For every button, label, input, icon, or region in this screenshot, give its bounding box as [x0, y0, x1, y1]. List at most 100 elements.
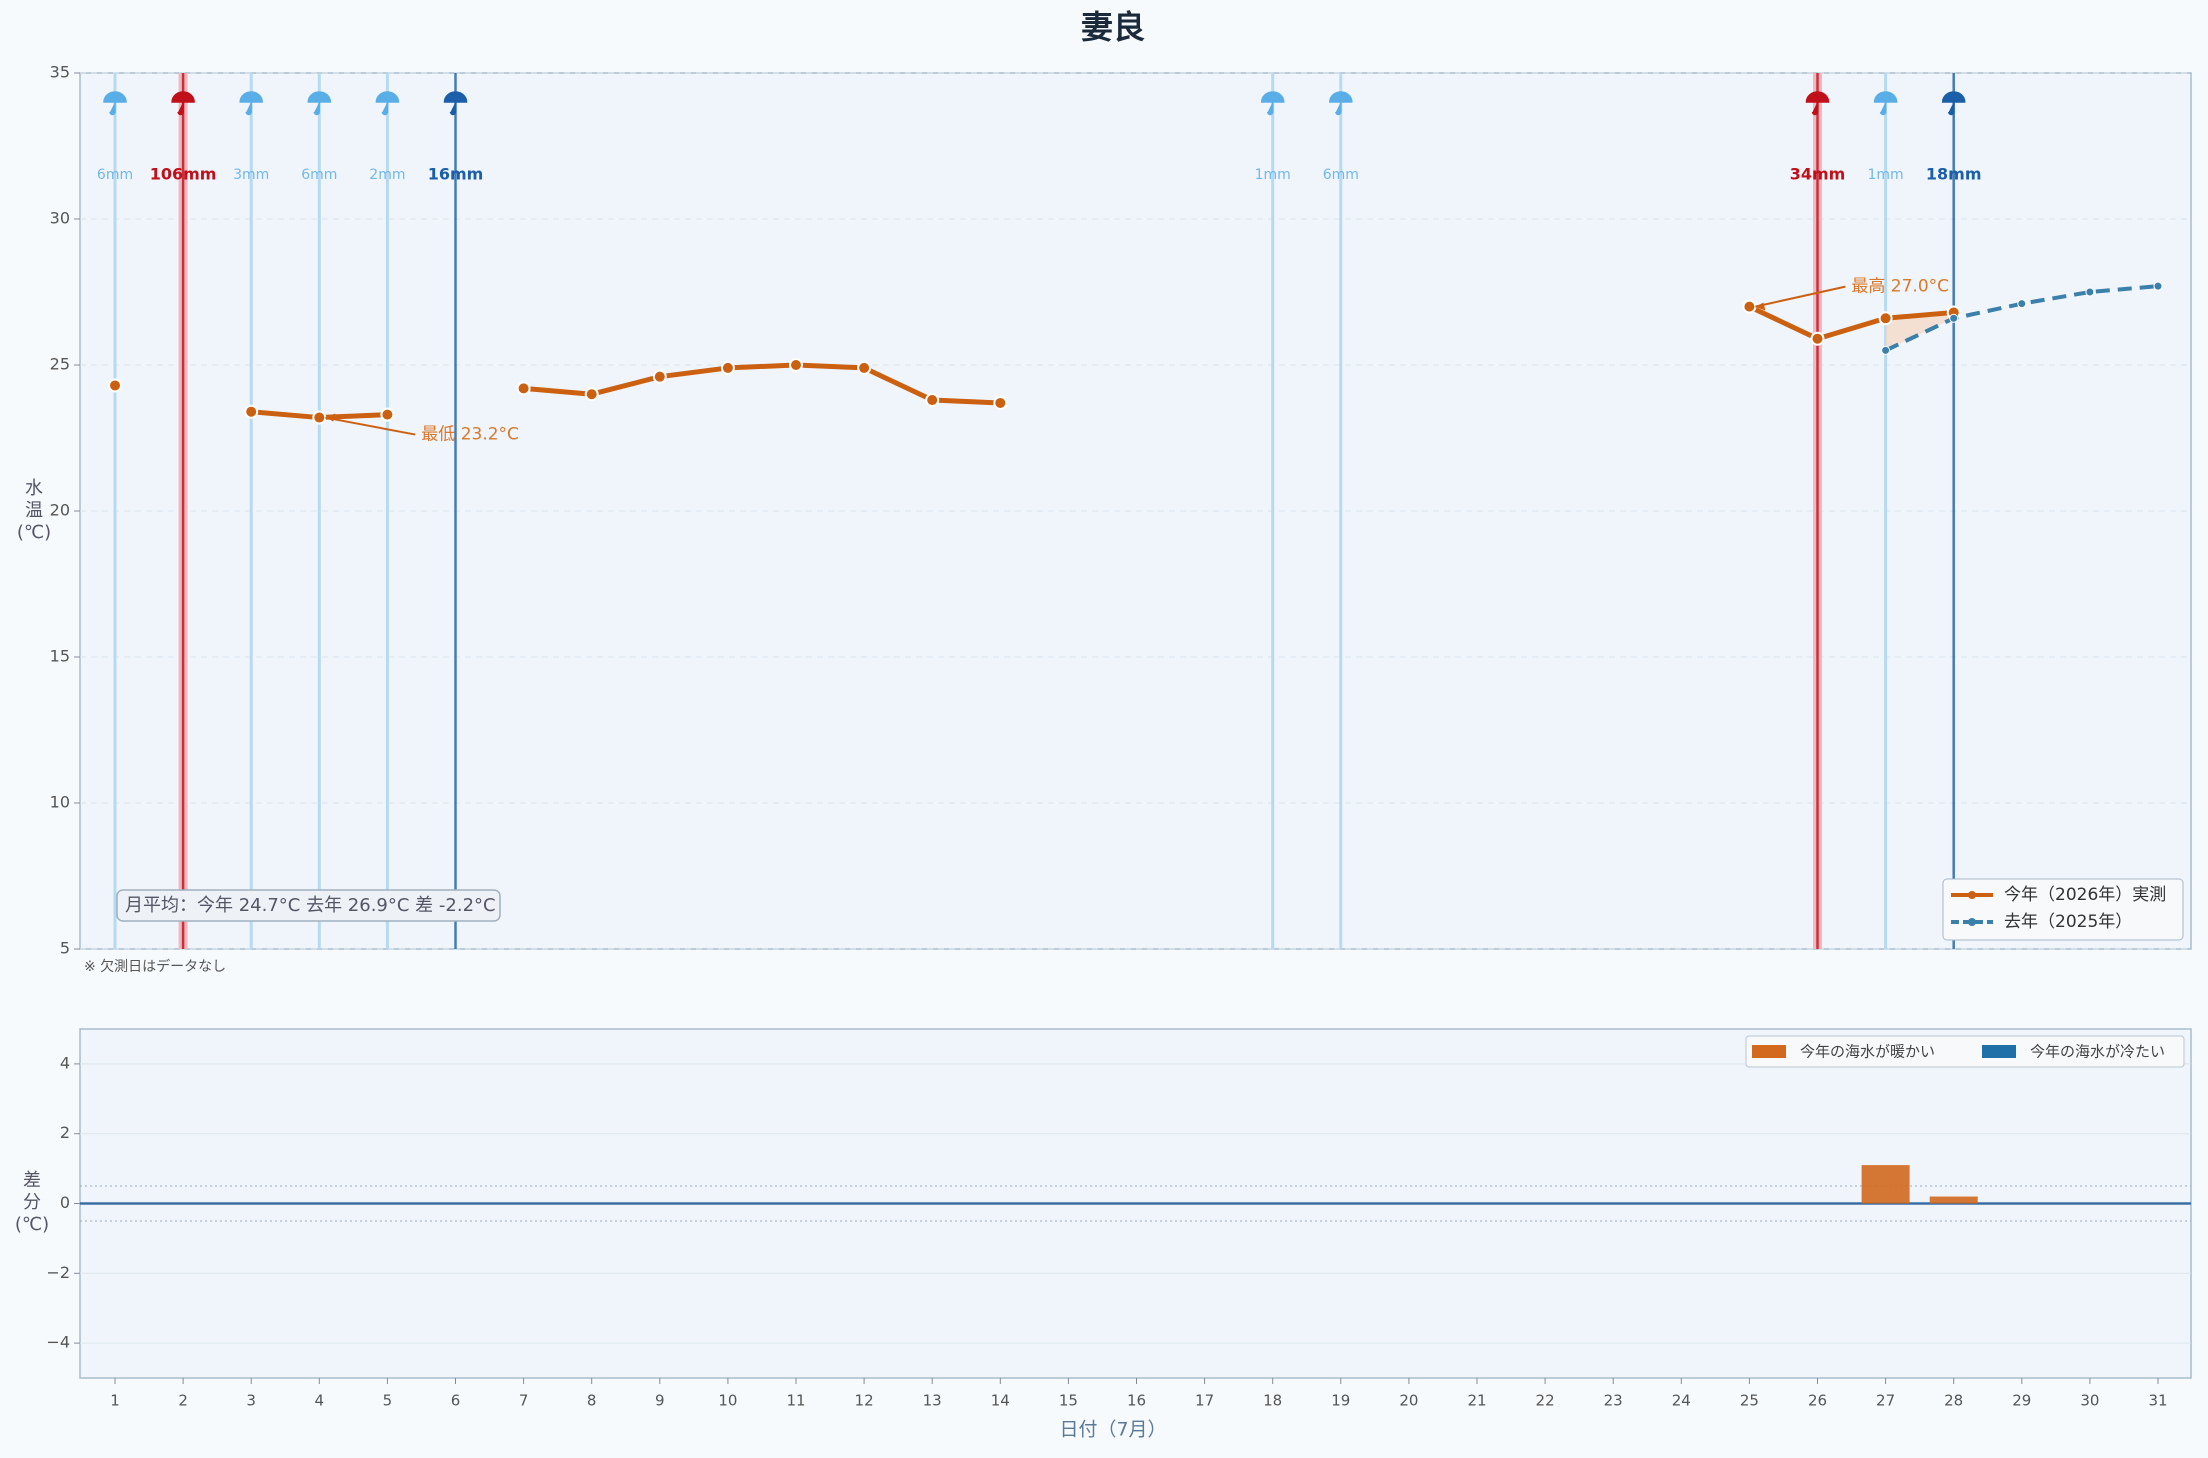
x-tick-label: 28 — [1944, 1392, 1963, 1410]
x-tick-label: 15 — [1059, 1392, 1078, 1410]
legend-label: 今年（2026年）実測 — [2004, 885, 2166, 905]
data-point — [2085, 287, 2095, 297]
bar — [1929, 1196, 1978, 1204]
x-tick-label: 29 — [2012, 1392, 2031, 1410]
legend-marker — [1968, 891, 1976, 899]
rain-icon — [1805, 91, 1830, 116]
rain-icon — [375, 91, 400, 116]
difference-fill — [1885, 312, 1954, 351]
x-axis-label: 日付（7月） — [1059, 1419, 1166, 1441]
data-point — [993, 395, 1008, 410]
y-tick-label: 10 — [50, 793, 70, 812]
x-tick-label: 3 — [246, 1392, 256, 1410]
x-tick-label: 7 — [519, 1392, 529, 1410]
y-tick-label: −4 — [46, 1333, 70, 1352]
data-point — [108, 378, 122, 393]
x-tick-label: 4 — [315, 1392, 325, 1410]
annotation: 最高 27.0°C — [1851, 277, 1949, 297]
x-tick-label: 22 — [1536, 1392, 1555, 1410]
data-point — [720, 360, 735, 375]
annotation: 最低 23.2°C — [421, 425, 519, 445]
legend-box — [1745, 1035, 2185, 1068]
summary: 月平均：今年 24.7°C 去年 26.9°C 差 -2.2°C — [125, 895, 496, 916]
y-tick-label: 35 — [50, 63, 70, 82]
rain-icon — [307, 91, 332, 116]
bar — [1861, 1165, 1910, 1204]
plot-area — [79, 72, 2192, 950]
rain-icon — [443, 91, 468, 116]
data-point — [925, 393, 940, 408]
legend-swatch — [1982, 1045, 2016, 1058]
data-point — [1949, 313, 1959, 323]
data-point — [584, 387, 599, 402]
legend-label: 今年の海水が暖かい — [1800, 1043, 1935, 1061]
legend-label: 去年（2025年） — [2004, 912, 2132, 932]
x-tick-label: 31 — [2148, 1392, 2167, 1410]
x-tick-label: 23 — [1604, 1392, 1623, 1410]
x-tick-label: 13 — [923, 1392, 942, 1410]
rain-icon — [103, 91, 127, 116]
legend-marker — [1968, 918, 1976, 926]
y-tick-label: −2 — [46, 1263, 70, 1282]
x-tick-label: 19 — [1331, 1392, 1350, 1410]
x-tick-label: 16 — [1127, 1392, 1146, 1410]
x-tick-label: 18 — [1263, 1392, 1282, 1410]
rain-label: 6mm — [1323, 167, 1359, 183]
data-point — [789, 358, 803, 372]
x-tick-label: 27 — [1876, 1392, 1895, 1410]
x-tick-label: 14 — [991, 1392, 1010, 1410]
legend-swatch — [1752, 1045, 1786, 1058]
x-tick-label: 1 — [110, 1392, 120, 1410]
x-tick-label: 26 — [1808, 1392, 1827, 1410]
x-tick-label: 11 — [786, 1392, 805, 1410]
x-tick-label: 5 — [383, 1392, 393, 1410]
y-axis-label: 水温(℃) — [17, 478, 51, 543]
y-tick-label: 2 — [60, 1123, 70, 1142]
rain-label: 34mm — [1790, 165, 1846, 184]
y-tick-label: 15 — [50, 647, 70, 666]
data-point — [380, 407, 395, 422]
rain-icon — [1329, 91, 1353, 116]
chart-title: 妻良 — [1081, 8, 1145, 46]
y-tick-label: 4 — [60, 1053, 70, 1072]
rain-icon — [171, 91, 195, 116]
rain-icon — [1260, 91, 1285, 116]
data-point — [1810, 331, 1825, 346]
x-tick-label: 9 — [655, 1392, 665, 1410]
rain-label: 6mm — [97, 167, 133, 183]
data-point — [1878, 311, 1893, 326]
data-point — [652, 369, 667, 384]
legend-label: 今年の海水が冷たい — [2030, 1043, 2165, 1061]
annotation-arrow — [325, 416, 416, 436]
rain-icon — [1873, 91, 1898, 116]
rain-icon — [239, 91, 263, 116]
rain-label: 18mm — [1926, 165, 1982, 184]
x-tick-label: 30 — [2080, 1392, 2099, 1410]
x-tick-label: 6 — [451, 1392, 461, 1410]
x-tick-label: 25 — [1740, 1392, 1759, 1410]
note: ※ 欠測日はデータなし — [84, 958, 226, 975]
x-tick-label: 17 — [1195, 1392, 1214, 1410]
data-point — [1742, 299, 1757, 314]
data-point — [516, 381, 531, 396]
y-axis-label: 差分(℃) — [15, 1170, 49, 1235]
annotation-arrowhead — [1755, 302, 1766, 311]
y-tick-label: 0 — [60, 1193, 70, 1212]
y-tick-label: 20 — [50, 501, 70, 520]
annotation-arrowhead — [325, 413, 336, 422]
rain-label: 6mm — [301, 167, 337, 183]
rain-label: 2mm — [369, 167, 405, 183]
x-tick-label: 2 — [178, 1392, 188, 1410]
y-tick-label: 5 — [60, 939, 70, 958]
y-tick-label: 30 — [50, 209, 70, 228]
rain-label: 106mm — [150, 165, 217, 184]
data-point — [244, 404, 259, 419]
rain-label: 16mm — [428, 165, 484, 184]
annotation-arrow — [1755, 285, 1846, 308]
data-point — [1881, 345, 1891, 355]
x-tick-label: 24 — [1672, 1392, 1691, 1410]
x-tick-label: 8 — [587, 1392, 597, 1410]
rain-icon — [1941, 91, 1966, 116]
